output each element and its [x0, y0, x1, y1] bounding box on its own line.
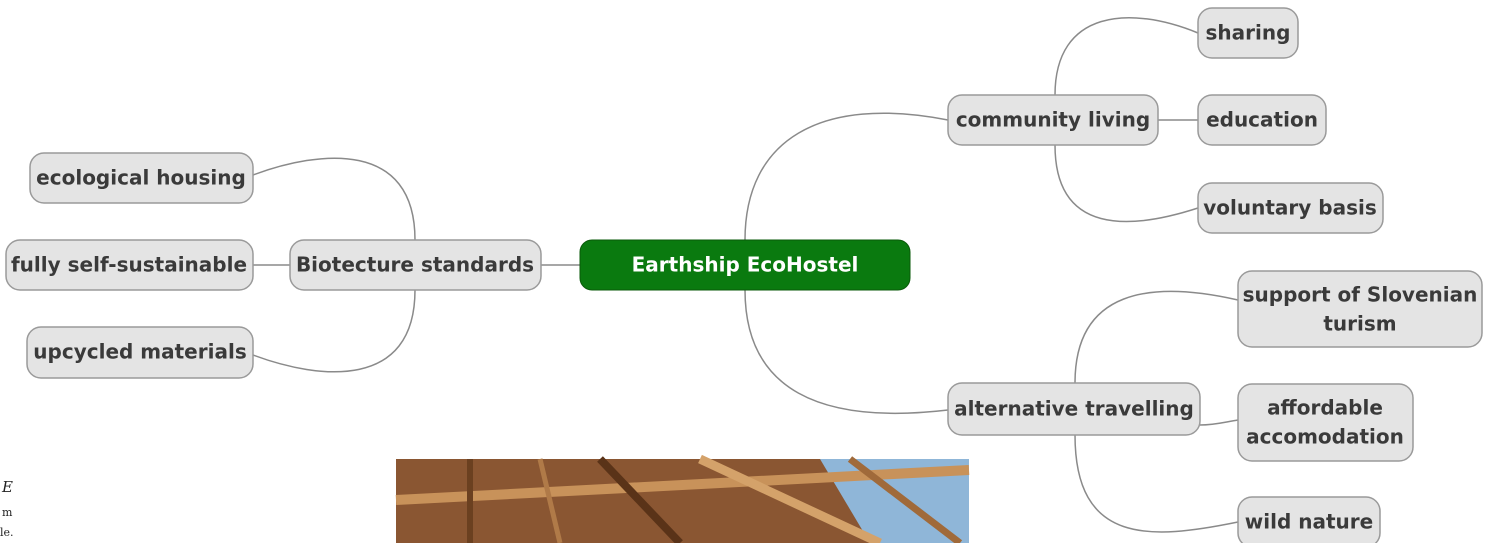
leaf-node: ecological housing — [30, 153, 253, 203]
leaf-label: wild nature — [1245, 510, 1373, 534]
leaf-label: education — [1206, 108, 1318, 132]
leaf-node: voluntary basis — [1198, 183, 1383, 233]
branch-label: community living — [956, 108, 1150, 132]
leaf-node: affordable accomodation — [1238, 384, 1413, 461]
photo — [396, 459, 969, 543]
link — [253, 290, 415, 372]
branch-label: alternative travelling — [954, 397, 1194, 421]
branch-node: community living — [948, 95, 1158, 145]
leaf-label: ecological housing — [36, 166, 246, 190]
leaf-label: turism — [1323, 312, 1396, 336]
branch-label: Biotecture standards — [296, 253, 534, 277]
leaf-node: fully self-sustainable — [6, 240, 253, 290]
text-fragment: E — [1, 478, 13, 496]
leaf-label: upcycled materials — [33, 340, 246, 364]
link — [253, 158, 415, 240]
text-fragment: m — [2, 506, 13, 519]
link — [1075, 435, 1238, 532]
link — [1075, 291, 1238, 383]
link — [1200, 420, 1238, 425]
leaf-label: sharing — [1206, 21, 1291, 45]
leaf-node: upcycled materials — [27, 327, 253, 378]
leaf-label: accomodation — [1246, 425, 1404, 449]
leaf-node: education — [1198, 95, 1326, 145]
link — [745, 113, 948, 240]
leaf-node: sharing — [1198, 8, 1298, 58]
leaf-label: voluntary basis — [1203, 196, 1377, 220]
link — [1055, 145, 1198, 222]
leaf-label: fully self-sustainable — [11, 253, 247, 277]
root-label: Earthship EcoHostel — [632, 253, 859, 277]
mind-map: Earthship EcoHostel Biotecture standards… — [0, 0, 1487, 543]
text-fragment: le. — [0, 526, 14, 539]
link — [1055, 18, 1198, 95]
leaf-label: affordable — [1267, 396, 1383, 420]
branch-node: Biotecture standards — [290, 240, 541, 290]
leaf-node: wild nature — [1238, 497, 1380, 543]
branch-node: alternative travelling — [948, 383, 1200, 435]
root-node: Earthship EcoHostel — [580, 240, 910, 290]
link — [745, 290, 948, 413]
leaf-label: support of Slovenian — [1243, 283, 1478, 307]
leaf-node: support of Slovenian turism — [1238, 271, 1482, 347]
